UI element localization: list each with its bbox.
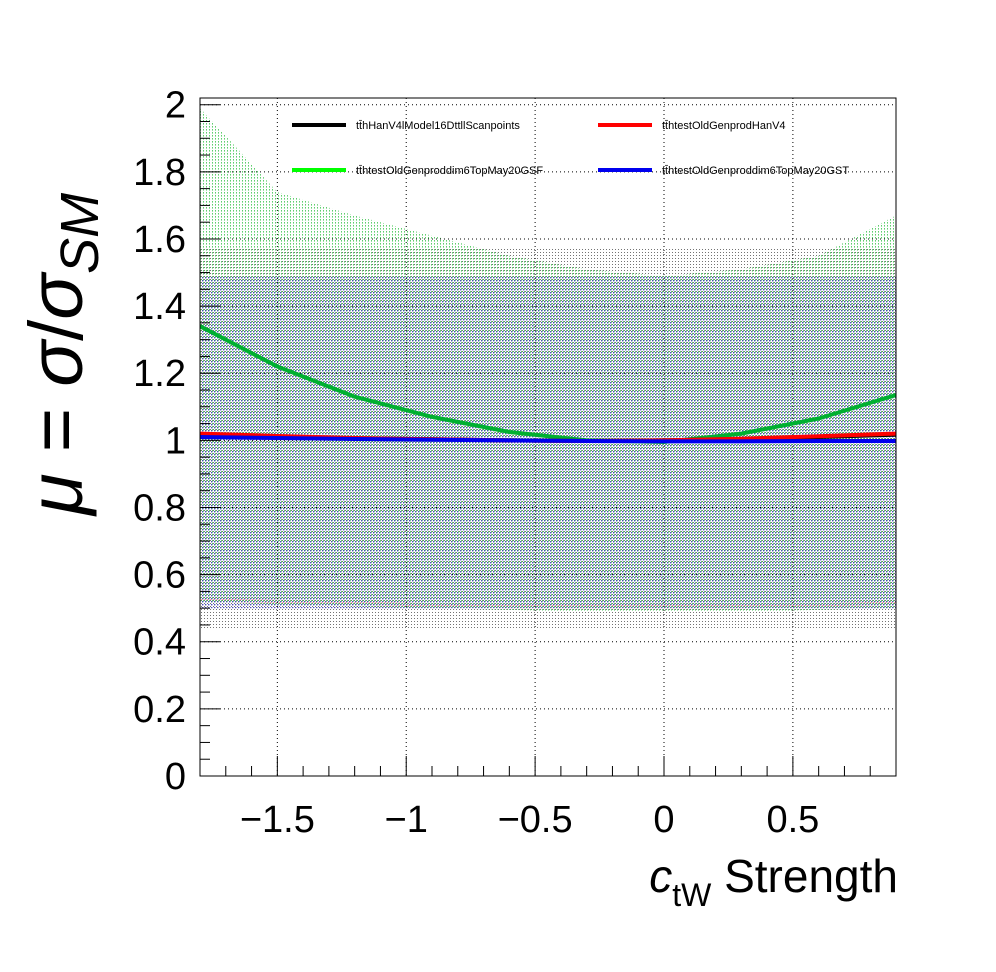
y-tick-label: 0 <box>165 756 186 798</box>
plot-frame <box>199 97 897 777</box>
legend-label: tt̄htestOldGenproddim6TopMay20GST <box>662 165 849 177</box>
y-tick-labels: 0 0.2 0.4 0.6 0.8 1 1.2 1.4 1.6 1.8 2 <box>133 85 186 798</box>
y-tick-label: 1.4 <box>133 286 186 328</box>
axis-ticks <box>199 104 897 777</box>
uncertainty-bands <box>200 108 896 629</box>
y-tick-label: 0.6 <box>133 555 186 597</box>
y-tick-label: 1.6 <box>133 219 186 261</box>
legend-entry: tt̄htestOldGenprodHanV4 <box>598 120 786 132</box>
x-tick-labels: −1.5 −1 −0.5 0 0.5 <box>240 799 819 841</box>
x-tick-label: −1 <box>385 799 428 841</box>
y-tick-label: 0.2 <box>133 689 186 731</box>
series-lines <box>200 324 896 444</box>
x-tick-label: 0.5 <box>766 799 819 841</box>
legend-label: tt̄htestOldGenprodHanV4 <box>662 120 786 132</box>
y-tick-label: 0.4 <box>133 622 186 664</box>
legend-entry: tt̄htestOldGenproddim6TopMay20GST <box>598 165 849 177</box>
x-tick-label: 0 <box>653 799 674 841</box>
x-axis-title: ctW Strength <box>649 850 898 913</box>
uncertainty-band-2 <box>200 598 896 609</box>
y-tick-label: 0.8 <box>133 487 186 529</box>
legend-label: tt̄htestOldGenproddim6TopMay20GSF <box>356 165 543 177</box>
legend-entry: tt̄htestOldGenproddim6TopMay20GSF <box>292 165 543 177</box>
uncertainty-band-3 <box>200 108 896 612</box>
legend: tt̄hHanV4lModel16DttllScanpoints tt̄htest… <box>292 120 849 177</box>
legend-entry: tt̄hHanV4lModel16DttllScanpoints <box>292 120 520 132</box>
x-tick-label: −0.5 <box>498 799 573 841</box>
series-line-4 <box>200 435 896 444</box>
y-tick-label: 1.2 <box>133 353 186 395</box>
x-tick-label: −1.5 <box>240 799 315 841</box>
y-tick-label: 1.8 <box>133 152 186 194</box>
y-tick-label: 2 <box>165 85 186 127</box>
y-tick-label: 1 <box>165 420 186 462</box>
y-axis-title: μ = σ/σSM <box>14 193 110 517</box>
series-line-3 <box>200 324 896 444</box>
legend-label: tt̄hHanV4lModel16DttllScanpoints <box>356 120 520 132</box>
